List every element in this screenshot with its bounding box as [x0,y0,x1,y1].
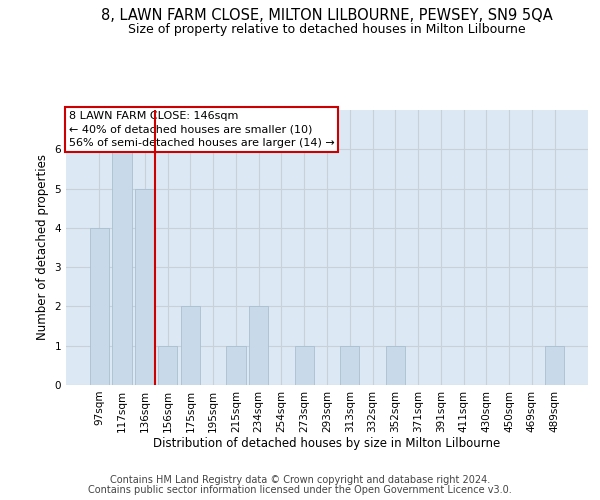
Text: Distribution of detached houses by size in Milton Lilbourne: Distribution of detached houses by size … [154,438,500,450]
Bar [135,188,155,385]
Bar [545,346,564,385]
Text: 8, LAWN FARM CLOSE, MILTON LILBOURNE, PEWSEY, SN9 5QA: 8, LAWN FARM CLOSE, MILTON LILBOURNE, PE… [101,8,553,22]
Bar [249,306,268,385]
Bar [90,228,109,385]
Text: Size of property relative to detached houses in Milton Lilbourne: Size of property relative to detached ho… [128,22,526,36]
Text: Contains HM Land Registry data © Crown copyright and database right 2024.: Contains HM Land Registry data © Crown c… [110,475,490,485]
Y-axis label: Number of detached properties: Number of detached properties [36,154,49,340]
Bar [181,306,200,385]
Text: 8 LAWN FARM CLOSE: 146sqm
← 40% of detached houses are smaller (10)
56% of semi-: 8 LAWN FARM CLOSE: 146sqm ← 40% of detac… [68,112,334,148]
Bar [158,346,178,385]
Bar [340,346,359,385]
Bar [295,346,314,385]
Text: Contains public sector information licensed under the Open Government Licence v3: Contains public sector information licen… [88,485,512,495]
Bar [386,346,405,385]
Bar [112,150,132,385]
Bar [226,346,245,385]
